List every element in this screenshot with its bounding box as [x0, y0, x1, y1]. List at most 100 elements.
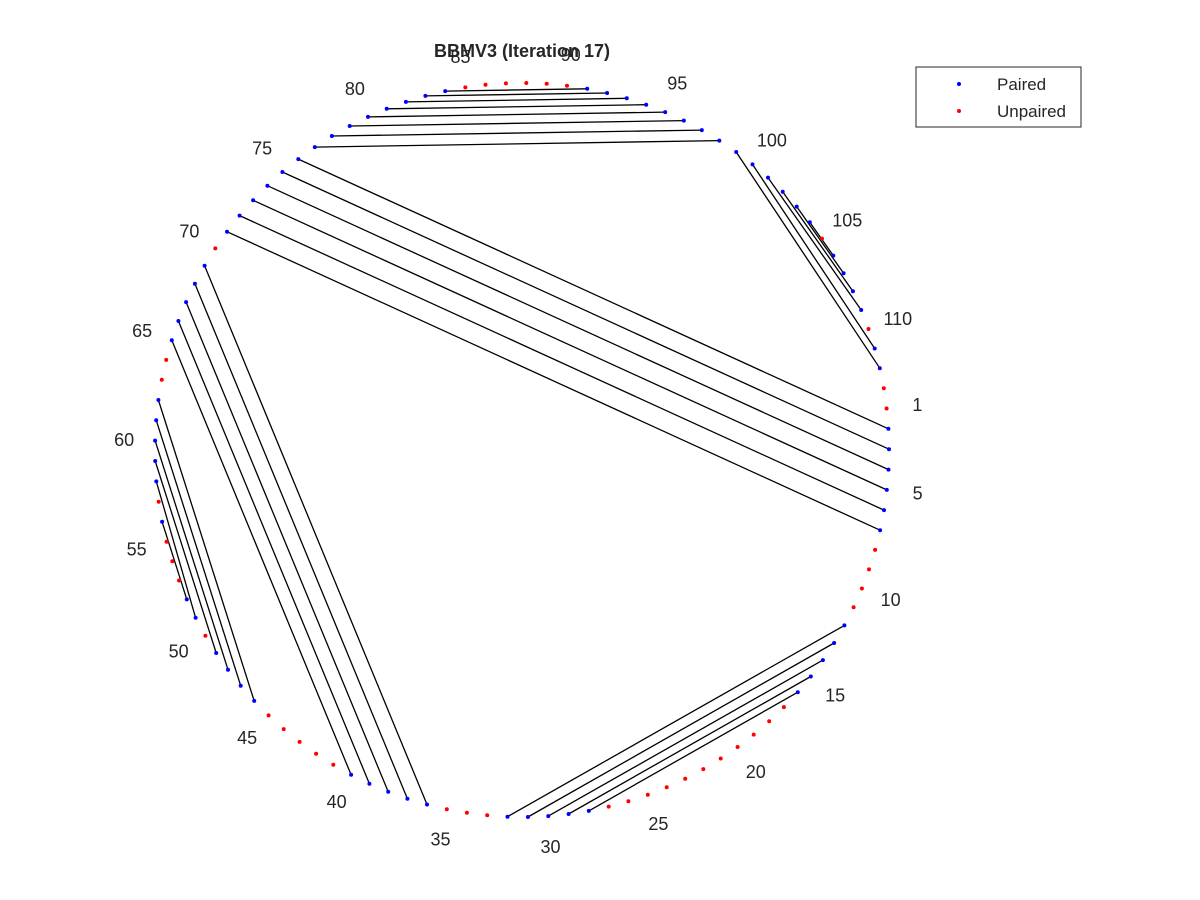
paired-node — [566, 812, 571, 816]
unpaired-node — [767, 719, 772, 724]
paired-node — [251, 198, 256, 203]
unpaired-node — [203, 633, 208, 638]
paired-node — [225, 229, 229, 234]
paired-node — [717, 138, 722, 143]
index-label: 80 — [345, 79, 365, 99]
paired-node — [252, 698, 257, 703]
pair-link — [298, 158, 889, 430]
paired-node — [367, 781, 372, 786]
paired-node — [624, 96, 629, 101]
paired-node — [425, 802, 429, 807]
unpaired-node — [485, 813, 490, 818]
unpaired-node — [884, 406, 889, 411]
paired-node — [384, 106, 389, 111]
paired-node — [525, 815, 530, 819]
paired-node — [877, 366, 882, 371]
paired-node — [832, 641, 837, 645]
index-label: 85 — [450, 47, 470, 67]
pair-link — [568, 675, 812, 815]
pair-link — [154, 440, 229, 670]
pair-link — [425, 92, 608, 97]
pair-link — [155, 420, 242, 686]
legend-paired-marker — [957, 82, 961, 86]
index-label: 30 — [540, 837, 560, 857]
pair-links — [154, 88, 890, 818]
paired-node — [184, 300, 189, 305]
pair-link — [155, 481, 197, 618]
index-label: 5 — [913, 483, 923, 503]
index-label: 10 — [881, 590, 901, 610]
paired-node — [585, 86, 590, 91]
unpaired-node — [266, 713, 271, 718]
unpaired-node — [781, 705, 786, 710]
unpaired-node — [820, 236, 824, 241]
index-label: 70 — [179, 221, 199, 241]
pair-link — [282, 171, 890, 450]
pair-link — [507, 624, 845, 818]
paired-node — [192, 281, 197, 286]
paired-node — [405, 796, 410, 801]
unpaired-node — [281, 727, 286, 732]
pair-link — [154, 460, 217, 654]
chart-title: BBMV3 (Iteration 17) — [434, 41, 610, 61]
unpaired-node — [683, 776, 688, 781]
pair-link — [239, 215, 885, 511]
unpaired-node — [565, 83, 569, 88]
paired-node — [750, 162, 755, 167]
pair-link — [386, 104, 647, 110]
unpaired-node — [444, 807, 449, 812]
pair-link — [161, 521, 188, 600]
paired-node — [349, 772, 354, 777]
pair-link — [547, 659, 824, 817]
paired-node — [850, 289, 855, 294]
paired-node — [237, 213, 242, 218]
unpaired-node — [873, 547, 878, 552]
unpaired-node — [156, 499, 161, 504]
unpaired-node — [170, 559, 175, 564]
paired-node — [238, 683, 243, 688]
sequence-nodes — [153, 81, 891, 819]
pair-link — [185, 301, 389, 793]
index-label: 60 — [114, 430, 134, 450]
pair-link — [226, 231, 881, 531]
unpaired-node — [645, 792, 650, 797]
unpaired-node — [464, 810, 469, 815]
pair-link — [588, 691, 799, 812]
pair-link — [267, 185, 889, 471]
paired-node — [644, 102, 649, 107]
pair-link — [796, 206, 845, 274]
paired-node — [886, 467, 891, 472]
paired-node — [794, 204, 799, 209]
unpaired-node — [544, 81, 549, 86]
paired-node — [184, 597, 189, 602]
paired-node — [681, 118, 686, 123]
unpaired-node — [881, 386, 886, 391]
unpaired-node — [606, 804, 611, 809]
pair-link — [171, 340, 352, 776]
index-label: 1 — [912, 395, 922, 415]
paired-node — [226, 667, 230, 672]
pair-link — [349, 119, 684, 127]
paired-node — [193, 615, 198, 620]
unpaired-node — [164, 539, 169, 544]
paired-node — [808, 674, 813, 679]
index-label: 25 — [648, 814, 668, 834]
index-label: 40 — [327, 792, 347, 812]
pair-link — [314, 139, 720, 148]
legend-unpaired-label: Unpaired — [997, 102, 1066, 121]
index-label: 90 — [561, 45, 581, 65]
unpaired-node — [866, 327, 871, 331]
pair-link — [194, 283, 409, 799]
pair-link — [405, 97, 627, 103]
paired-node — [859, 308, 864, 312]
paired-node — [842, 623, 847, 628]
paired-node — [160, 519, 165, 524]
paired-node — [156, 398, 161, 402]
unpaired-node — [859, 586, 864, 591]
paired-node — [586, 808, 591, 813]
legend-box — [915, 66, 1082, 128]
pair-link — [203, 265, 428, 805]
paired-node — [312, 145, 317, 150]
